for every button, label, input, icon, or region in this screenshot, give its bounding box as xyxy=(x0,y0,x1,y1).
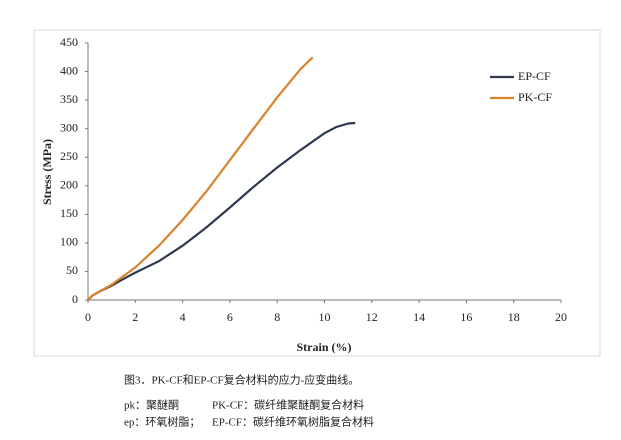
legend-label: EP-CF xyxy=(518,69,551,83)
x-tick-label: 14 xyxy=(413,310,425,324)
x-tick-label: 2 xyxy=(132,310,138,324)
chart-frame xyxy=(33,29,601,357)
data-line xyxy=(87,56,314,301)
x-tick-label: 20 xyxy=(555,310,567,324)
x-tick-label: 16 xyxy=(460,310,472,324)
x-axis-label: Strain (%) xyxy=(297,340,352,354)
x-tick-label: 12 xyxy=(366,310,378,324)
y-tick-label: 100 xyxy=(60,235,78,249)
caption-note: pk：聚醚酮 xyxy=(124,398,179,412)
y-tick-label: 450 xyxy=(60,35,78,49)
x-tick-label: 4 xyxy=(180,310,186,324)
y-tick-label: 50 xyxy=(66,263,78,277)
caption-note: ep：环氧树脂； xyxy=(124,415,200,429)
legend-label: PK-CF xyxy=(518,90,552,104)
y-tick-label: 300 xyxy=(60,120,78,134)
caption-title: 图3．PK-CF和EP-CF复合材料的应力-应变曲线。 xyxy=(124,373,359,387)
y-tick-label: 200 xyxy=(60,178,78,192)
caption-note: PK-CF：碳纤维聚醚酮复合材料 xyxy=(212,398,364,412)
y-tick-label: 350 xyxy=(60,92,78,106)
x-tick-label: 18 xyxy=(508,310,520,324)
caption-note: EP-CF：碳纤维环氧树脂复合材料 xyxy=(212,415,374,429)
x-tick-label: 10 xyxy=(319,310,331,324)
y-tick-label: 0 xyxy=(72,292,78,306)
x-tick-label: 8 xyxy=(274,310,280,324)
y-tick-label: 250 xyxy=(60,149,78,163)
x-tick-label: 0 xyxy=(85,310,91,324)
y-axis-label: Stress (MPa) xyxy=(40,139,54,205)
x-tick-label: 6 xyxy=(227,310,233,324)
y-tick-label: 150 xyxy=(60,206,78,220)
y-tick-label: 400 xyxy=(60,63,78,77)
